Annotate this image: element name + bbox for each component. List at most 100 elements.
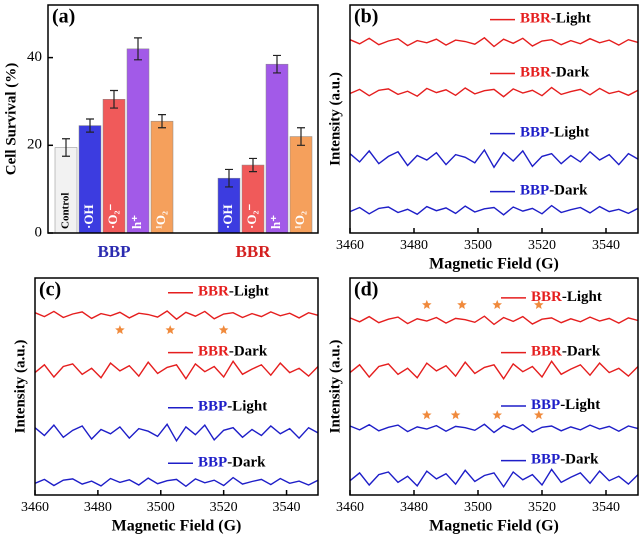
legend-label: BBP-Light xyxy=(520,125,589,141)
legend-label-part: BBR xyxy=(520,65,551,81)
error-bar xyxy=(297,127,305,146)
legend-label-part: -Dark xyxy=(549,183,588,199)
spectrum-line xyxy=(34,476,319,488)
x-tick-label: 3540 xyxy=(273,500,301,515)
legend-label: BBR-Dark xyxy=(520,65,590,81)
x-tick-label: 3480 xyxy=(400,238,428,253)
bar-label: ·OH xyxy=(81,204,96,229)
category-label: BBR xyxy=(236,242,272,261)
y-tick-label: 20 xyxy=(27,137,42,153)
star-marker xyxy=(218,325,229,335)
bar xyxy=(126,48,150,234)
x-tick-label: 3500 xyxy=(464,238,492,253)
star-marker xyxy=(422,410,432,420)
star-marker xyxy=(534,299,544,309)
panel-label: (a) xyxy=(52,6,75,28)
legend-label: BBP-Dark xyxy=(520,183,588,199)
x-tick-label: 3460 xyxy=(336,238,364,253)
error-bar xyxy=(62,138,70,157)
star-marker xyxy=(534,410,544,420)
spectrum-line xyxy=(349,423,639,434)
legend-label: BBP-Dark xyxy=(531,452,599,468)
legend-label-part: -Light xyxy=(229,284,269,300)
star-marker xyxy=(492,299,502,309)
legend-label-part: BBP xyxy=(520,125,549,141)
star-marker xyxy=(165,325,175,335)
star-marker xyxy=(492,410,502,420)
panel-label: (c) xyxy=(39,279,61,301)
legend-label-part: -Light xyxy=(227,399,267,415)
error-bar xyxy=(249,157,257,173)
bar-label: ·O₂⁻ xyxy=(244,204,259,229)
x-tick-label: 3480 xyxy=(84,500,112,515)
legend-label-part: BBP xyxy=(198,455,227,471)
x-axis-label: Magnetic Field (G) xyxy=(429,518,559,535)
spectrum-line xyxy=(34,310,319,321)
plot-frame xyxy=(34,277,319,496)
plot-frame xyxy=(349,277,639,496)
legend-label-part: BBP xyxy=(531,397,560,413)
spectrum-line xyxy=(349,360,639,380)
bar-label: ·O₂⁻ xyxy=(105,204,120,229)
legend-label-part: BBR xyxy=(520,11,551,27)
legend-label-part: -Light xyxy=(551,11,591,27)
legend-label: BBR-Light xyxy=(520,11,591,27)
legend-label: BBP-Light xyxy=(198,399,267,415)
x-tick-label: 3520 xyxy=(528,238,556,253)
y-axis-label: Intensity (a.u.) xyxy=(12,340,28,434)
y-axis-label: Intensity (a.u.) xyxy=(327,340,343,434)
star-marker xyxy=(457,299,467,309)
legend-label-part: BBP xyxy=(531,452,560,468)
legend-label-part: -Dark xyxy=(229,344,268,360)
error-bar xyxy=(134,37,142,61)
bar-label: h⁺ xyxy=(268,215,283,229)
legend-label-part: BBR xyxy=(531,289,562,305)
bar-label: ¹O₂ xyxy=(292,211,307,229)
error-bar xyxy=(86,118,94,133)
bar-label: ·OH xyxy=(220,204,235,229)
legend-label: BBR-Dark xyxy=(198,344,268,360)
bar-label: ¹O₂ xyxy=(153,211,168,229)
x-tick-label: 3520 xyxy=(528,500,556,515)
spectrum-line xyxy=(349,86,639,98)
legend-label-part: -Dark xyxy=(562,344,601,360)
x-tick-label: 3520 xyxy=(210,500,238,515)
legend-label: BBR-Light xyxy=(198,284,269,300)
error-bar xyxy=(273,54,281,74)
plot-frame xyxy=(349,4,639,234)
spectrum-line xyxy=(349,315,639,326)
plot-frame xyxy=(47,4,319,234)
legend-label-part: -Dark xyxy=(227,455,266,471)
legend-label-part: -Light xyxy=(549,125,589,141)
spectrum-line xyxy=(34,423,319,443)
x-tick-label: 3500 xyxy=(464,500,492,515)
x-tick-label: 3480 xyxy=(400,500,428,515)
legend-label: BBR-Light xyxy=(531,289,602,305)
legend-label: BBP-Dark xyxy=(198,455,266,471)
y-axis-label: Intensity (a.u.) xyxy=(327,72,343,166)
y-axis-label: Cell Survival (%) xyxy=(3,63,19,176)
error-bar xyxy=(225,168,233,188)
y-tick-label: 0 xyxy=(35,224,43,240)
x-axis-label: Magnetic Field (G) xyxy=(112,518,242,535)
spectrum-line xyxy=(349,36,639,48)
error-bar xyxy=(158,114,166,129)
spectrum-line xyxy=(349,148,639,169)
bar-label: h⁺ xyxy=(129,215,144,229)
star-marker xyxy=(115,325,125,335)
legend-label-part: BBR xyxy=(531,344,562,360)
spectrum-line xyxy=(349,468,639,489)
star-marker xyxy=(450,410,461,420)
x-tick-label: 3460 xyxy=(21,500,49,515)
error-bar xyxy=(110,89,118,109)
legend-label-part: BBR xyxy=(198,284,229,300)
x-axis-label: Magnetic Field (G) xyxy=(429,256,559,273)
spectrum-line xyxy=(34,360,319,380)
legend-label-part: BBR xyxy=(198,344,229,360)
legend-label: BBR-Dark xyxy=(531,344,601,360)
legend-label-part: -Dark xyxy=(551,65,590,81)
legend-label-part: -Light xyxy=(560,397,600,413)
y-tick-label: 40 xyxy=(27,49,42,65)
legend-label-part: -Light xyxy=(562,289,602,305)
